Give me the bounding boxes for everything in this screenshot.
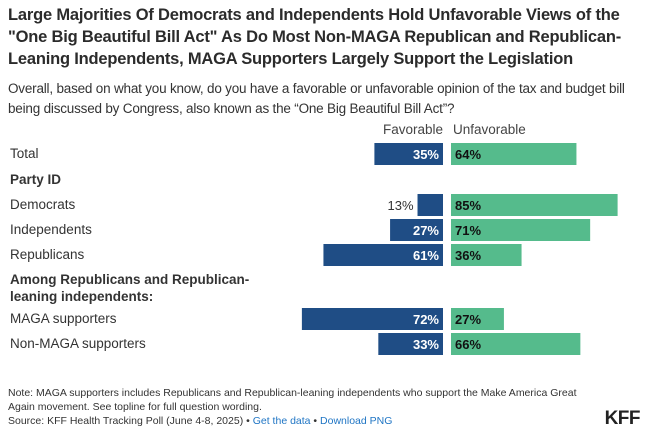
source-separator: • [310,415,321,427]
row-label-republicans: Republicans [10,247,85,262]
kff-logo: KFF [604,408,641,429]
bar-unfavorable-maga-supporters [451,308,504,330]
bar-favorable-republicans [323,244,443,266]
chart-note: Note: MAGA supporters includes Republica… [8,387,577,413]
label-unfavorable-non-maga-supporters: 66% [455,337,481,352]
column-header-favorable: Favorable [382,122,443,137]
label-favorable-democrats: 13% [387,198,413,213]
bar-unfavorable-democrats [451,194,618,216]
download-png-link[interactable]: Download PNG [320,415,393,427]
get-the-data-link[interactable]: Get the data [252,415,311,427]
label-unfavorable-democrats: 85% [455,198,481,213]
row-label-non-maga-supporters: Non-MAGA supporters [10,336,146,351]
bar-unfavorable-total [451,143,577,165]
label-favorable-republicans: 61% [413,248,439,263]
chart-source: Source: KFF Health Tracking Poll (June 4… [8,415,392,427]
row-label-maga-supporters: MAGA supporters [10,311,117,326]
column-header-unfavorable: Unfavorable [453,122,526,137]
group-label-among-republicans: Among Republicans and Republican-leaning… [10,272,250,304]
label-favorable-total: 35% [413,147,439,162]
bar-unfavorable-non-maga-supporters [451,333,581,355]
label-favorable-non-maga-supporters: 33% [413,337,439,352]
label-unfavorable-independents: 71% [455,223,481,238]
row-label-independents: Independents [10,222,92,237]
bar-favorable-independents [390,219,443,241]
bar-unfavorable-republicans [451,244,522,266]
chart-subtitle: Overall, based on what you know, do you … [8,81,625,116]
chart-title: Large Majorities Of Democrats and Indepe… [8,6,621,68]
bar-favorable-democrats [417,194,443,216]
label-unfavorable-maga-supporters: 27% [455,312,481,327]
label-favorable-maga-supporters: 72% [413,312,439,327]
row-label-democrats: Democrats [10,197,76,212]
label-unfavorable-republicans: 36% [455,248,481,263]
label-unfavorable-total: 64% [455,147,481,162]
bar-favorable-non-maga-supporters [378,333,443,355]
row-label-total: Total [10,146,39,161]
bar-unfavorable-independents [451,219,591,241]
bar-favorable-maga-supporters [301,308,443,330]
bar-favorable-total [374,143,443,165]
source-text: Source: KFF Health Tracking Poll (June 4… [8,415,253,427]
group-label-party-id: Party ID [10,172,62,187]
label-favorable-independents: 27% [413,223,439,238]
